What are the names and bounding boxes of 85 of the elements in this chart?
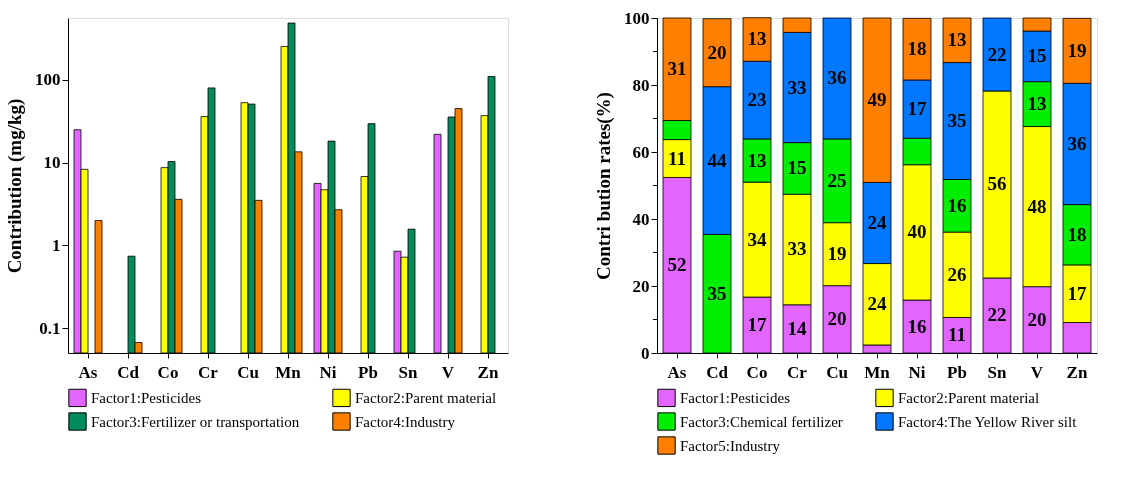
x-tick-label: Mn [275,362,302,382]
y-tick-label: 100 [35,70,61,90]
data-label: 11 [948,324,966,346]
data-label: 22 [987,304,1007,326]
data-label: 19 [1067,39,1087,61]
data-label: 17 [747,314,767,336]
data-label: 24 [867,293,887,315]
data-label: 15 [1027,45,1047,67]
data-label: 20 [1027,308,1047,330]
y-tick-label: 1 [52,235,61,255]
data-label: 16 [907,315,927,337]
data-label: 36 [1067,132,1087,154]
data-label: 11 [668,147,686,169]
y-axis-title: Contribution (mg/kg) [4,98,26,274]
data-label: 24 [867,212,887,234]
data-label: 33 [787,76,807,98]
x-tick-label: Zn [1066,362,1088,382]
data-label: 44 [707,149,727,171]
data-label: 19 [827,243,847,265]
x-tick-label: Mn [864,362,891,382]
x-tick-label: V [441,362,455,382]
data-label: 22 [987,43,1007,65]
legend-label: Factor4:The Yellow River silt [898,413,1078,430]
legend-label: Factor2:Parent material [355,389,497,406]
data-label: 56 [987,173,1007,195]
x-tick-label: As [78,362,98,382]
data-label: 15 [787,157,807,179]
x-tick-label: Cd [706,362,729,382]
x-tick-label: Pb [358,362,378,382]
y-tick-label: 0 [641,343,650,363]
legend-label: Factor1:Pesticides [91,389,202,406]
y-tick-label: 40 [632,209,650,229]
x-tick-label: Sn [398,362,418,382]
x-tick-label: Ni [908,362,926,382]
data-label: 13 [1027,93,1047,115]
data-label: 36 [827,67,847,89]
x-tick-label: Cu [237,362,259,382]
x-tick-label: Cu [826,362,848,382]
x-tick-label: Co [157,362,179,382]
data-label: 23 [747,89,767,111]
data-label: 17 [1067,282,1087,304]
y-axis-title: Contri bution rates(%) [593,92,615,280]
x-tick-label: Sn [987,362,1007,382]
x-tick-label: Ni [319,362,337,382]
data-label: 52 [667,254,687,276]
data-label: 20 [707,41,727,63]
data-label: 18 [1067,223,1087,245]
data-label: 13 [747,149,767,171]
x-tick-label: As [667,362,687,382]
data-label: 13 [947,29,967,51]
y-tick-label: 60 [632,142,650,162]
data-label: 17 [907,98,927,120]
data-label: 14 [787,317,807,339]
data-label: 26 [947,263,967,285]
x-tick-label: Cd [117,362,140,382]
data-label: 40 [907,221,927,243]
legend-label: Factor1:Pesticides [680,389,791,406]
y-tick-label: 80 [632,75,650,95]
data-label: 48 [1027,195,1047,217]
y-tick-label: 0.1 [39,318,61,338]
x-tick-label: V [1030,362,1044,382]
data-label: 18 [907,38,927,60]
x-tick-label: Co [746,362,768,382]
data-label: 31 [667,58,687,80]
legend-label: Factor3:Fertilizer or transportation [91,413,300,430]
data-label: 49 [867,89,887,111]
data-label: 25 [827,169,847,191]
legend-label: Factor5:Industry [680,437,781,454]
data-label: 16 [947,194,967,216]
y-tick-label: 100 [624,8,650,28]
data-label: 34 [747,228,767,250]
y-tick-label: 10 [43,153,61,173]
legend-label: Factor4:Industry [355,413,456,430]
x-tick-label: Cr [198,362,219,382]
data-label: 35 [947,110,967,132]
y-tick-label: 20 [632,276,650,296]
data-label: 33 [787,238,807,260]
legend-label: Factor2:Parent material [898,389,1040,406]
data-label: 35 [707,282,727,304]
x-tick-label: Pb [947,362,967,382]
legend-label: Factor3:Chemical fertilizer [680,413,843,430]
data-label: 20 [827,308,847,330]
x-tick-label: Cr [787,362,808,382]
x-tick-label: Zn [477,362,499,382]
data-label: 13 [747,28,767,50]
